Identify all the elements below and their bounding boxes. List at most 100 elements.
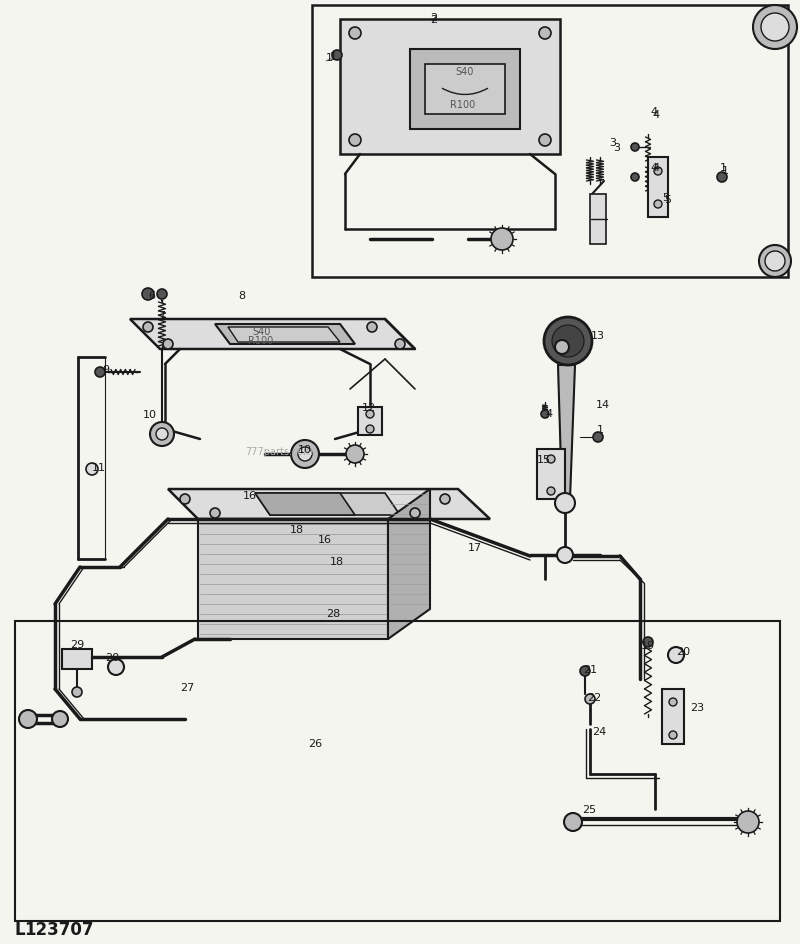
Circle shape [669,732,677,739]
Ellipse shape [769,121,781,127]
Circle shape [555,341,569,355]
Circle shape [142,289,154,301]
Circle shape [539,28,551,40]
Polygon shape [255,494,355,515]
Polygon shape [255,494,400,515]
Text: R100: R100 [248,336,274,346]
Text: 14: 14 [596,399,610,410]
Text: 2: 2 [430,15,437,25]
Circle shape [552,326,584,358]
Ellipse shape [769,65,781,73]
Circle shape [346,446,364,464]
Text: 1: 1 [722,166,729,176]
Circle shape [557,548,573,564]
Circle shape [668,648,684,664]
Text: 9: 9 [102,364,109,375]
Ellipse shape [769,219,781,227]
Text: 20: 20 [105,652,119,663]
Text: 4: 4 [650,162,657,173]
Bar [62,649,92,669]
Text: 3: 3 [609,138,616,148]
Ellipse shape [432,230,468,248]
Bar [15,621,780,921]
Bar [590,194,606,244]
Circle shape [580,666,590,676]
Ellipse shape [769,76,781,83]
Circle shape [654,168,662,176]
Circle shape [156,429,168,441]
Polygon shape [558,365,575,499]
Bar [662,689,684,744]
Text: 27: 27 [180,683,194,692]
Ellipse shape [769,110,781,116]
Circle shape [547,487,555,496]
Text: 8: 8 [238,291,245,301]
Circle shape [631,143,639,152]
Polygon shape [228,328,340,343]
Polygon shape [425,65,505,115]
Circle shape [108,659,124,675]
Polygon shape [130,320,415,349]
Text: 10: 10 [298,445,312,454]
Text: 21: 21 [583,665,597,674]
Text: 1: 1 [597,425,604,434]
Circle shape [332,51,342,61]
Text: 1: 1 [326,53,333,63]
Text: 15: 15 [537,454,551,464]
Polygon shape [340,20,560,155]
Ellipse shape [769,186,781,194]
Circle shape [631,174,639,182]
Circle shape [150,423,174,447]
Bar [537,449,565,499]
Bar [312,6,788,278]
Text: 5: 5 [662,193,669,203]
Bar [648,158,668,218]
Polygon shape [388,490,430,639]
Circle shape [765,252,785,272]
Text: 777parts.com: 777parts.com [245,447,313,457]
Circle shape [19,710,37,728]
Ellipse shape [769,164,781,171]
Text: 17: 17 [468,543,482,552]
Text: 12: 12 [362,402,376,413]
Circle shape [367,323,377,332]
Circle shape [349,135,361,147]
Circle shape [86,464,98,476]
Circle shape [410,509,420,518]
Circle shape [395,340,405,349]
Text: 4: 4 [652,162,659,173]
Circle shape [491,228,513,251]
Text: 25: 25 [582,804,596,814]
Text: 13: 13 [591,330,605,341]
Circle shape [210,509,220,518]
Ellipse shape [769,55,781,61]
Text: 2: 2 [430,13,437,23]
Circle shape [539,135,551,147]
Text: 6: 6 [148,291,155,301]
Ellipse shape [769,242,781,248]
Text: 5: 5 [664,194,671,205]
Circle shape [163,340,173,349]
Text: 11: 11 [92,463,106,473]
Text: 4: 4 [650,107,657,117]
Text: L: L [14,920,25,938]
Text: R100: R100 [450,100,475,110]
Circle shape [753,6,797,50]
Circle shape [298,447,312,462]
Text: 28: 28 [326,608,340,618]
Ellipse shape [769,197,781,204]
Text: 4: 4 [652,110,659,120]
Circle shape [585,694,595,704]
Text: 20: 20 [676,647,690,656]
Circle shape [366,411,374,418]
Text: 24: 24 [592,726,606,736]
Circle shape [759,245,791,278]
Text: 7: 7 [158,311,165,321]
Circle shape [737,811,759,834]
Text: 16: 16 [243,491,257,500]
Ellipse shape [439,235,461,244]
Circle shape [72,687,82,698]
Polygon shape [168,490,490,519]
Text: S40: S40 [455,67,474,76]
Polygon shape [198,519,388,639]
